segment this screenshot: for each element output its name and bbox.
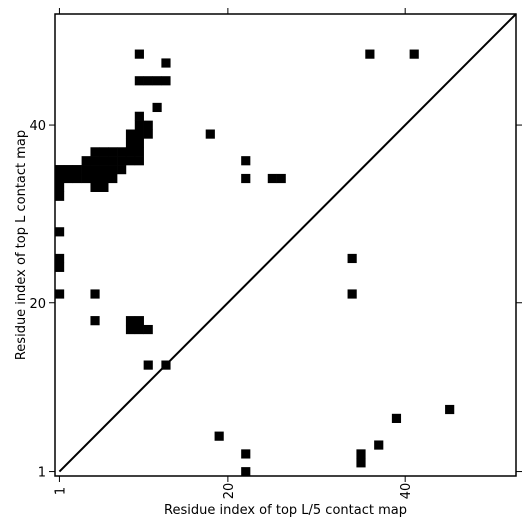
contact-cell-top-l [134, 129, 144, 139]
contact-cell-top-l [143, 120, 153, 130]
contact-cell-top-l [409, 49, 419, 59]
contact-cell-top-l [90, 289, 100, 299]
contact-cell-top-l [125, 147, 136, 157]
contact-cell-top-l [143, 76, 153, 86]
contact-cell-top-l [90, 316, 100, 326]
contact-cell-top-l [241, 156, 251, 166]
contact-cell-top-l [108, 156, 118, 166]
y-tick-label: 40 [29, 119, 46, 134]
contact-cell-top-l [108, 165, 118, 175]
contact-cell-top-l [125, 138, 136, 148]
contact-cell-top-l [55, 262, 65, 272]
x-tick-label: 1 [53, 487, 68, 495]
contact-cell-top-l [90, 182, 100, 192]
contact-cell-top-l [55, 253, 65, 264]
contact-cell-top-l5 [356, 449, 366, 459]
contact-cell-top-l [365, 49, 375, 59]
contact-cell-top-l [90, 156, 100, 166]
contact-cell-top-l [134, 324, 144, 335]
contact-cell-top-l [108, 173, 118, 184]
x-tick-label: 20 [222, 483, 237, 500]
contact-cell-top-l [347, 253, 357, 264]
contact-cell-top-l [134, 316, 144, 326]
contact-cell-top-l [99, 147, 109, 157]
contact-cell-top-l [134, 147, 144, 157]
contact-cell-top-l5 [445, 404, 455, 415]
contact-cell-top-l [81, 156, 91, 166]
contact-cell-top-l [134, 156, 144, 166]
x-axis-title: Residue index of top L/5 contact map [164, 503, 407, 518]
contact-cell-top-l [125, 156, 136, 166]
contact-cell-top-l [143, 129, 153, 139]
contact-cell-top-l [161, 76, 171, 86]
contact-cells [55, 49, 455, 477]
diagonal-line [58, 13, 517, 473]
contact-cell-top-l [99, 165, 109, 175]
y-tick-label: 1 [38, 466, 46, 481]
plot-frame [54, 13, 517, 477]
contact-cell-top-l [81, 173, 91, 184]
contact-cell-top-l [117, 147, 127, 157]
contact-cell-top-l [99, 156, 109, 166]
contact-cell-top-l [55, 173, 65, 184]
y-axis-title: Residue index of top L contact map [14, 130, 29, 360]
contact-cell-top-l [134, 111, 144, 121]
contact-cell-top-l [63, 165, 74, 175]
contact-cell-top-l [72, 173, 82, 184]
contact-cell-top-l [117, 156, 127, 166]
contact-cell-top-l [55, 227, 65, 237]
contact-cell-top-l5 [214, 431, 224, 441]
contact-cell-top-l [134, 138, 144, 148]
contact-cell-top-l5 [391, 413, 402, 423]
contact-cell-top-l [134, 76, 144, 86]
y-tick-label: 20 [29, 297, 46, 312]
contact-cell-top-l5 [374, 440, 384, 450]
axis-ticks: 11 20 20 40 40 [29, 8, 522, 499]
contact-cell-top-l [90, 173, 100, 184]
contact-cell-top-l [90, 147, 100, 157]
contact-cell-top-l [125, 324, 136, 335]
contact-cell-top-l [267, 173, 277, 184]
contact-cell-top-l [347, 289, 357, 299]
x-tick-label: 40 [399, 483, 414, 500]
contact-cell-top-l [205, 129, 215, 139]
contact-cell-top-l [117, 165, 127, 175]
contact-cell-top-l [161, 58, 171, 68]
contact-cell-top-l5 [241, 467, 251, 477]
contact-cell-top-l [55, 165, 65, 175]
contact-cell-top-l [276, 173, 286, 184]
contact-cell-top-l [125, 129, 136, 139]
contact-cell-top-l [90, 165, 100, 175]
contact-cell-top-l [143, 360, 153, 370]
contact-cell-top-l [143, 324, 153, 335]
contact-cell-top-l5 [356, 458, 366, 468]
contact-cell-top-l [99, 182, 109, 192]
contact-cell-top-l [125, 316, 136, 326]
contact-cell-top-l [63, 173, 74, 184]
contact-cell-top-l [108, 147, 118, 157]
contact-cell-top-l [55, 289, 65, 299]
contact-cell-top-l [152, 76, 162, 86]
contact-cell-top-l [134, 49, 144, 59]
contact-cell-top-l [55, 191, 65, 201]
contact-cell-top-l [241, 173, 251, 184]
contact-cell-top-l [55, 182, 65, 192]
contact-cell-top-l [152, 102, 162, 113]
contact-cell-top-l [81, 165, 91, 175]
contact-cell-top-l [72, 165, 82, 175]
contact-cell-top-l [99, 173, 109, 184]
contact-cell-top-l [134, 120, 144, 130]
contact-cell-top-l5 [241, 449, 251, 459]
